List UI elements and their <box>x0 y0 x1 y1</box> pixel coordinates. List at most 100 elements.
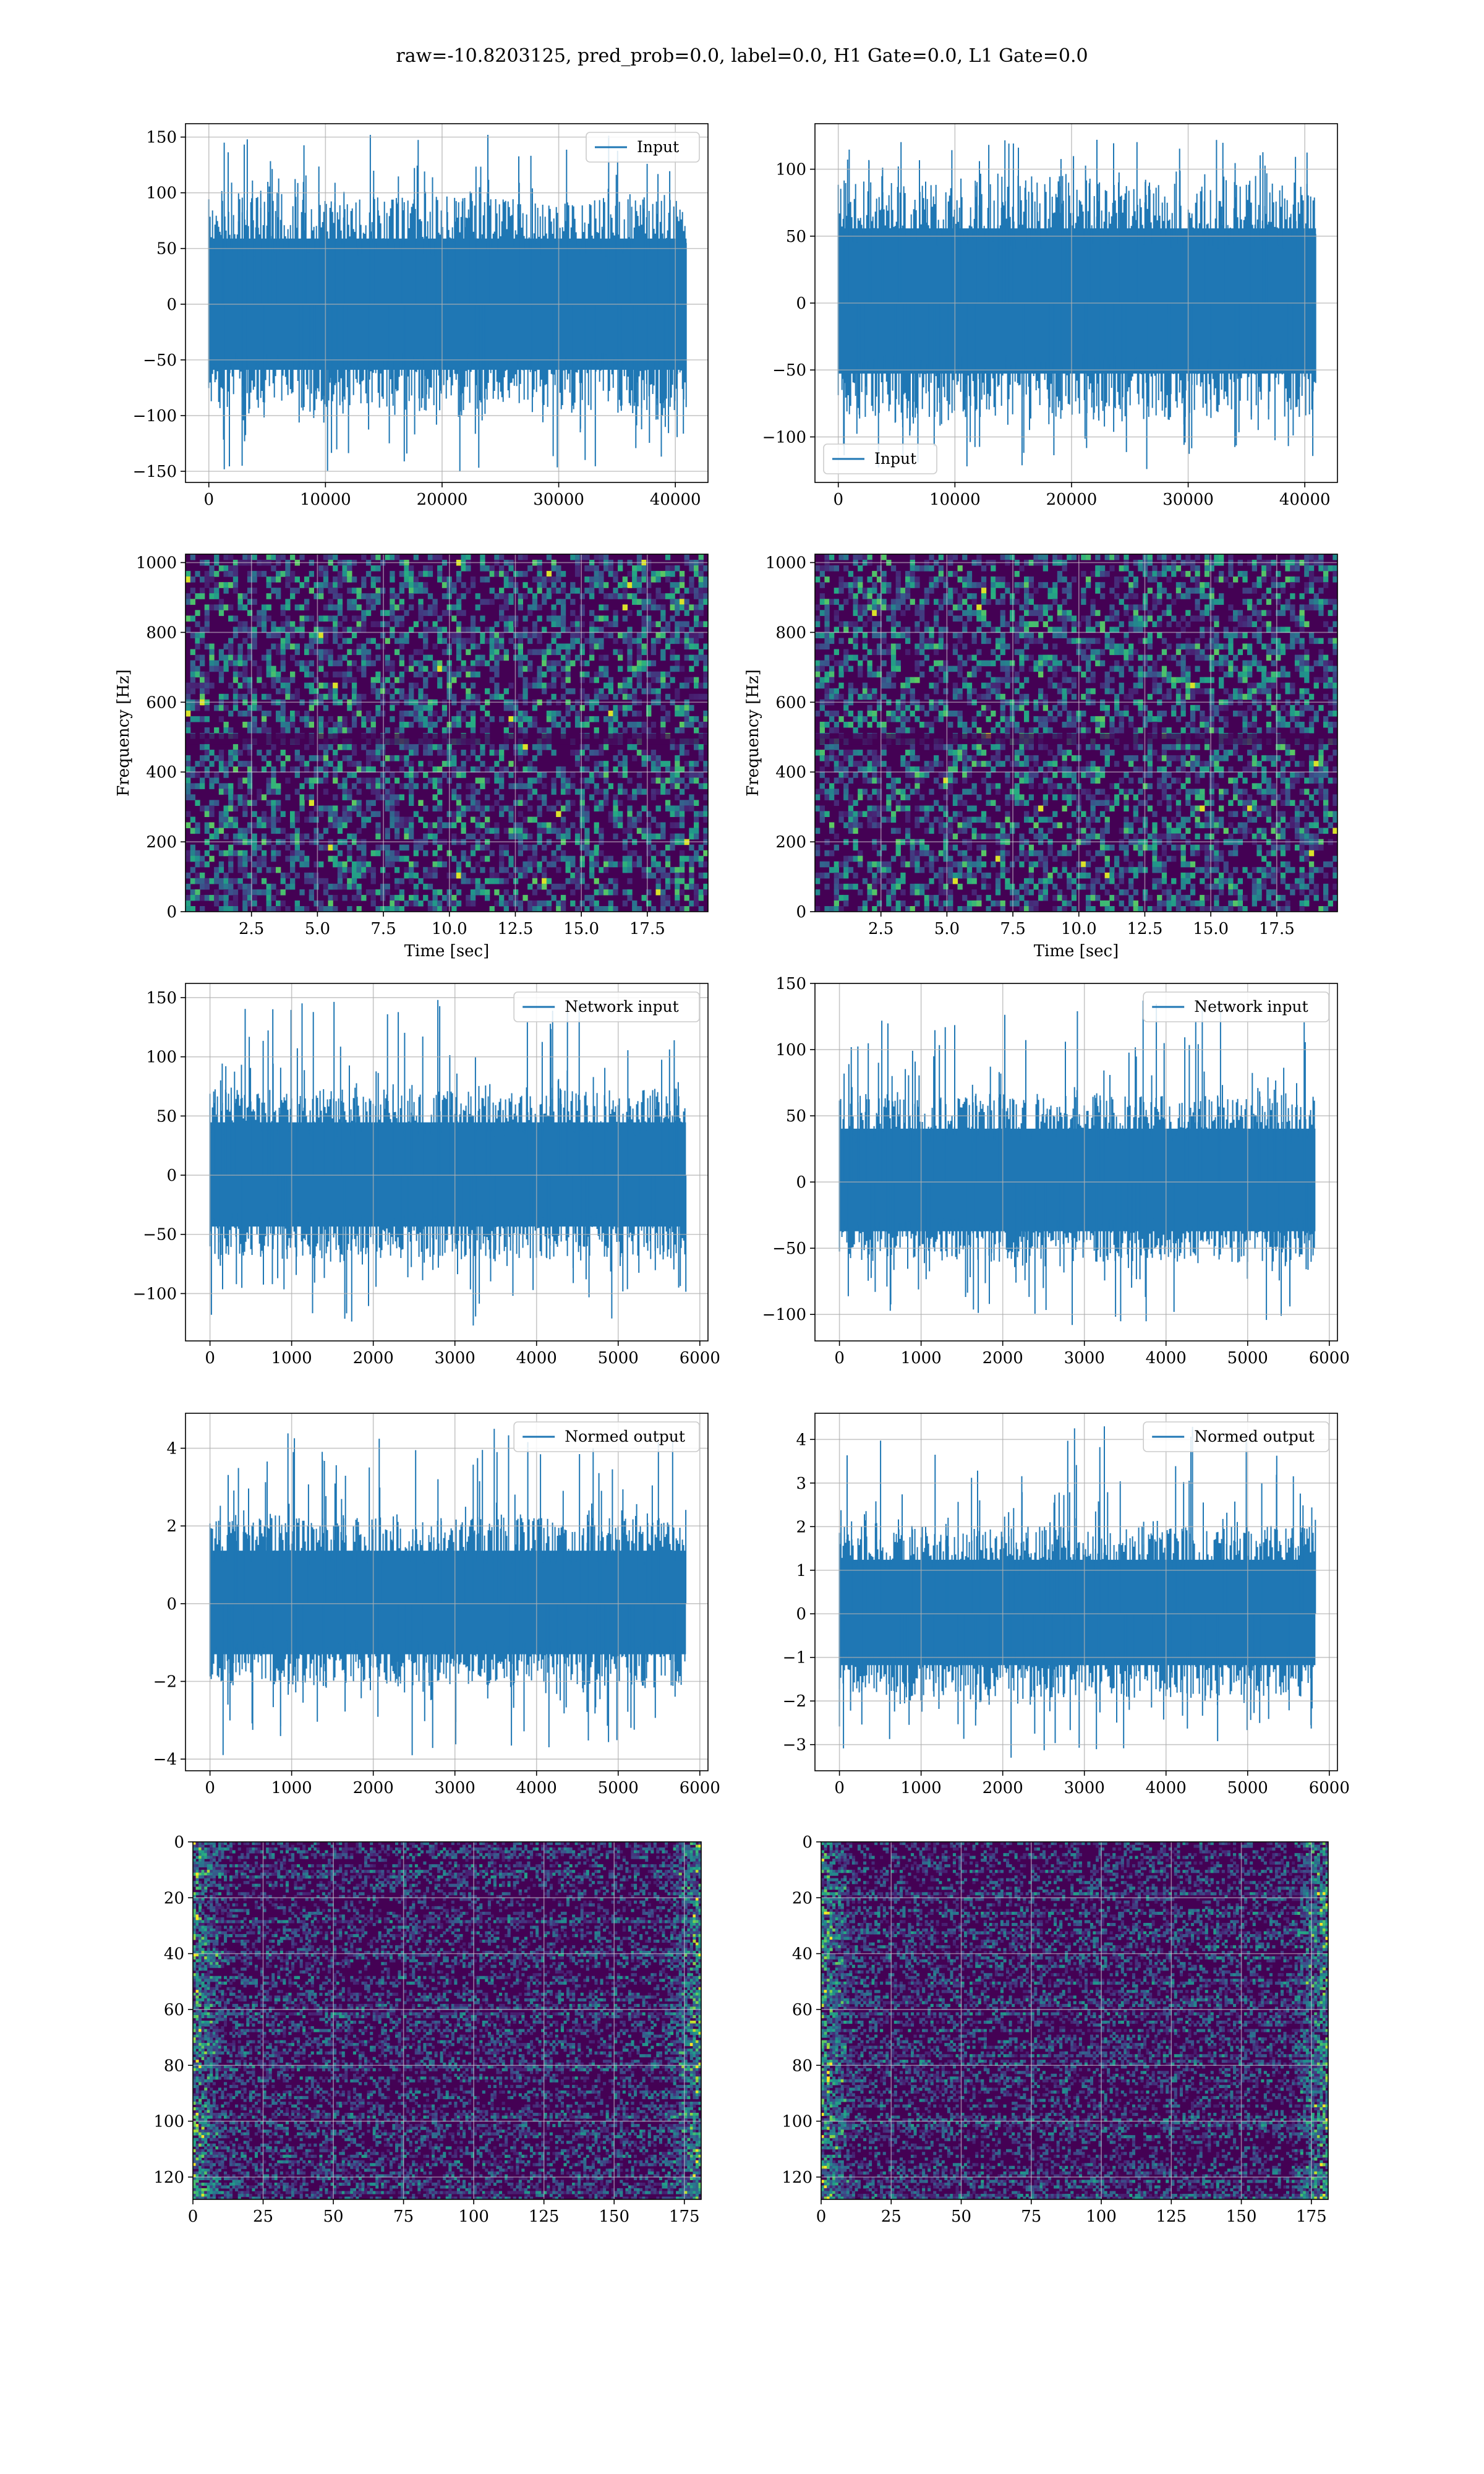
x-tick-label: 175 <box>669 2207 700 2226</box>
x-tick-label: 175 <box>1296 2207 1327 2226</box>
x-tick-label: 7.5 <box>370 920 396 938</box>
x-tick-label: 10000 <box>929 490 981 509</box>
x-tick-label: 0 <box>188 2207 198 2226</box>
y-tick-label: −50 <box>143 1226 177 1244</box>
y-tick-label: −100 <box>762 1306 806 1324</box>
subplot-r2c2: 2.5 5.0 7.5 10.0 12.5 15.0 17.5 0 200 400 600 800 10… <box>744 554 1338 961</box>
legend-label: Normed output <box>1194 1427 1315 1445</box>
y-tick-label: 200 <box>146 833 177 852</box>
legend-r1c2: Input <box>823 443 937 474</box>
heatmap-r2c2 <box>815 554 1337 912</box>
x-tick-label: 0 <box>834 1779 845 1797</box>
legend-r3c2: Network input <box>1143 991 1329 1022</box>
legend-box <box>823 443 937 474</box>
x-tick-label: 75 <box>1021 2207 1041 2226</box>
x-tick-label: 15.0 <box>563 920 599 938</box>
axes-frame-r4c2 <box>814 1413 1338 1771</box>
y-tick-label: 0 <box>174 1833 184 1852</box>
x-tick-label: 75 <box>393 2207 414 2226</box>
y-tick-label: 100 <box>146 1048 177 1067</box>
grid-r1c1 <box>186 124 708 482</box>
x-tick-label: 5.0 <box>934 920 960 938</box>
y-tick-label: 80 <box>164 2057 184 2075</box>
y-tick-label: 100 <box>782 2113 812 2131</box>
grid-r3c2 <box>815 983 1337 1341</box>
x-tick-label: 150 <box>599 2207 629 2226</box>
y-tick-label: −1 <box>783 1649 806 1667</box>
y-tick-label: −2 <box>153 1673 177 1692</box>
y-tick-label: 50 <box>156 240 177 259</box>
subplot-r5c1: 0 25 50 75 100 125 150 175 0 20 40 60 80 100 120 <box>153 1833 702 2226</box>
legend-r4c2: Normed output <box>1143 1421 1329 1452</box>
x-tick-label: 5000 <box>598 1349 639 1368</box>
x-tick-label: 100 <box>1086 2207 1117 2226</box>
y-tick-label: 50 <box>786 1107 806 1126</box>
y-tick-label: 150 <box>146 989 177 1008</box>
y-tick-label: −50 <box>143 351 177 370</box>
x-tick-label: 30000 <box>533 490 584 509</box>
subplot-grid: 0 10000 20000 30000 40000−150−100−5005010015… <box>114 123 1350 2226</box>
subplot-r1c2: 0 10000 20000 30000 40000 −100 −50 0 50 100 Input <box>762 123 1338 509</box>
legend-r1c1: Input <box>586 132 700 163</box>
grid-r4c1 <box>186 1413 708 1771</box>
series-line-r1c2 <box>837 140 1316 469</box>
x-tick-label: 15.0 <box>1193 920 1229 938</box>
legend-r3c1: Network input <box>513 991 700 1022</box>
grid-r3c1 <box>186 983 708 1341</box>
x-tick-label: 0 <box>203 490 214 509</box>
heatmap-r2c1 <box>186 554 708 912</box>
x-tick-label: 0 <box>834 1349 845 1368</box>
x-tick-label: 25 <box>881 2207 902 2226</box>
x-tick-label: 10000 <box>300 490 351 509</box>
y-tick-label: 0 <box>796 903 806 922</box>
subplot-r4c1: 0 1000 2000 3000 4000 5000 6000 −4 −2 0 2 4 Normed o… <box>153 1413 720 1797</box>
y-tick-label: 0 <box>796 1605 806 1624</box>
x-tick-label: 2.5 <box>239 920 264 938</box>
x-tick-label: 0 <box>205 1779 215 1797</box>
x-tick-label: 12.5 <box>498 920 534 938</box>
subplot-r3c1: 0 1000 2000 3000 4000 5000 6000 −100 −50 0 50 100 15… <box>133 983 720 1368</box>
x-tick-label: 125 <box>1156 2207 1187 2226</box>
x-tick-label: 7.5 <box>1000 920 1025 938</box>
y-tick-label: 80 <box>792 2057 812 2075</box>
x-tick-label: 17.5 <box>1259 920 1295 938</box>
legend-label: Network input <box>1194 998 1308 1016</box>
y-tick-label: 20 <box>164 1889 184 1907</box>
x-tick-label: 3000 <box>1064 1779 1105 1797</box>
y-tick-label: 1 <box>796 1562 806 1580</box>
y-tick-label: −100 <box>762 428 806 447</box>
x-tick-label: 10.0 <box>1061 920 1097 938</box>
y-tick-label: 3 <box>796 1475 806 1493</box>
y-tick-label: 100 <box>153 2113 184 2131</box>
legend-label: Network input <box>565 998 678 1016</box>
axes-frame-r5c2 <box>821 1841 1329 2200</box>
y-tick-label: 4 <box>166 1440 177 1458</box>
grid-r5c1 <box>192 1841 701 2199</box>
y-tick-label: 0 <box>166 296 177 314</box>
y-tick-label: 60 <box>164 2001 184 2019</box>
y-tick-label: 1000 <box>765 554 806 573</box>
x-tick-label: 125 <box>529 2207 560 2226</box>
y-tick-label: 120 <box>782 2168 812 2187</box>
y-tick-label: 120 <box>153 2168 184 2187</box>
axes-frame-r3c1 <box>185 983 709 1342</box>
legend-box <box>513 1421 700 1452</box>
y-tick-label: 0 <box>796 1173 806 1192</box>
heatmap-r5c2 <box>821 1842 1328 2199</box>
y-tick-label: −100 <box>133 407 177 426</box>
grid-r1c2 <box>815 124 1337 482</box>
y-tick-label: −50 <box>772 1239 806 1258</box>
x-tick-label: 12.5 <box>1127 920 1163 938</box>
x-tick-label: 6000 <box>1309 1779 1350 1797</box>
y-tick-label: 0 <box>166 1595 177 1614</box>
subplot-r2c1: 2.5 5.0 7.5 10.0 12.5 15.0 17.5 0 200 400 600 800 10… <box>114 554 709 961</box>
y-tick-label: 100 <box>146 184 177 203</box>
x-tick-label: 6000 <box>1309 1349 1350 1368</box>
x-tick-label: 2000 <box>983 1349 1023 1368</box>
y-tick-label: 150 <box>775 975 806 993</box>
subplot-r5c2: 0 25 50 75 100 125 150 175 0 20 40 60 80 100 120 <box>782 1833 1329 2226</box>
x-tick-label: 0 <box>816 2207 827 2226</box>
legend-r4c1: Normed output <box>513 1421 700 1452</box>
subplot-r3c2: 0 1000 2000 3000 4000 5000 6000 −100 −50 0 50 100 15… <box>762 975 1350 1368</box>
